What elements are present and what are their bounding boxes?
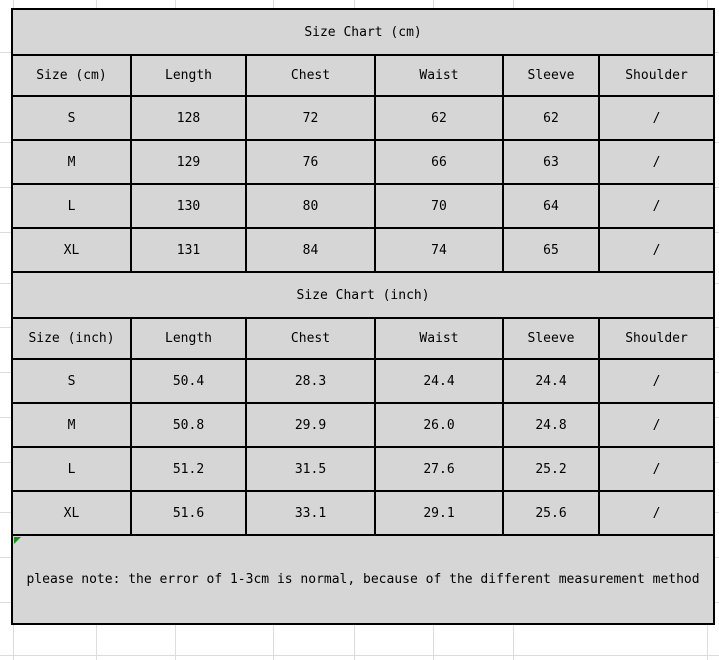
error-indicator-icon (14, 537, 21, 544)
size-label-cell: S (11, 358, 132, 404)
data-cell: 28.3 (245, 358, 376, 404)
column-header: Sleeve (502, 54, 600, 97)
column-header: Size (cm) (11, 54, 132, 97)
data-cell: 25.2 (502, 446, 600, 492)
column-header: Waist (374, 54, 504, 97)
data-cell: 84 (245, 227, 376, 273)
spreadsheet-gridline (0, 655, 719, 656)
data-cell: 129 (130, 139, 247, 185)
data-cell: 130 (130, 183, 247, 229)
data-cell: 24.8 (502, 402, 600, 448)
column-header-row: Size (cm) Length Chest Waist Sleeve Shoulder (11, 54, 716, 97)
size-chart-table: Size Chart (cm) Size (cm) Length Chest Waist… (10, 8, 716, 625)
data-cell: 131 (130, 227, 247, 273)
data-cell: 70 (374, 183, 504, 229)
data-cell: 50.8 (130, 402, 247, 448)
data-cell: 62 (502, 95, 600, 141)
data-cell: / (597, 139, 716, 185)
column-header: Waist (374, 317, 504, 360)
data-cell: / (597, 446, 716, 492)
data-cell: 65 (502, 227, 600, 273)
data-cell: 76 (245, 139, 376, 185)
note-text: please note: the error of 1-3cm is norma… (26, 572, 700, 587)
data-cell: 50.4 (130, 358, 247, 404)
data-cell: 80 (245, 183, 376, 229)
column-header: Length (130, 54, 247, 97)
size-label-cell: S (11, 95, 132, 141)
data-cell: 31.5 (245, 446, 376, 492)
data-cell: 29.9 (245, 402, 376, 448)
data-cell: 29.1 (374, 490, 504, 536)
data-cell: / (597, 227, 716, 273)
note-row: please note: the error of 1-3cm is norma… (10, 534, 716, 625)
size-label-cell: L (11, 183, 132, 229)
table-row: L 51.2 31.5 27.6 25.2/ (11, 446, 716, 492)
data-cell: 24.4 (502, 358, 600, 404)
size-label-cell: M (11, 139, 132, 185)
data-cell: / (597, 402, 716, 448)
note-cell: please note: the error of 1-3cm is norma… (10, 534, 716, 625)
data-cell: 25.6 (502, 490, 600, 536)
data-cell: / (597, 95, 716, 141)
size-label-cell: M (11, 402, 132, 448)
chart-title-row: Size Chart (inch) (10, 271, 716, 319)
table-row: M 50.8 29.9 26.0 24.8/ (11, 402, 716, 448)
data-cell: / (597, 183, 716, 229)
table-row: XL 51.6 33.1 29.1 25.6/ (11, 490, 716, 536)
data-cell: 62 (374, 95, 504, 141)
column-header: Length (130, 317, 247, 360)
table-row: XL 131 84 74 65/ (11, 227, 716, 273)
column-header: Shoulder (597, 54, 716, 97)
column-header: Chest (245, 317, 376, 360)
data-cell: 51.2 (130, 446, 247, 492)
column-header: Size (inch) (11, 317, 132, 360)
data-cell: 64 (502, 183, 600, 229)
data-cell: / (597, 490, 716, 536)
data-cell: 27.6 (374, 446, 504, 492)
column-header: Shoulder (597, 317, 716, 360)
chart-title-row: Size Chart (cm) (10, 8, 716, 56)
size-label-cell: L (11, 446, 132, 492)
table-row: M 129 76 66 63/ (11, 139, 716, 185)
column-header-row: Size (inch) Length Chest Waist Sleeve Shoulde… (11, 317, 716, 360)
data-cell: 51.6 (130, 490, 247, 536)
chart-title: Size Chart (cm) (10, 8, 716, 56)
data-cell: 26.0 (374, 402, 504, 448)
data-cell: 24.4 (374, 358, 504, 404)
table-row: S 50.4 28.3 24.4 24.4/ (11, 358, 716, 404)
data-cell: 33.1 (245, 490, 376, 536)
data-cell: 128 (130, 95, 247, 141)
size-label-cell: XL (11, 490, 132, 536)
data-cell: 74 (374, 227, 504, 273)
chart-title: Size Chart (inch) (10, 271, 716, 319)
data-cell: 66 (374, 139, 504, 185)
data-cell: 72 (245, 95, 376, 141)
data-cell: / (597, 358, 716, 404)
column-header: Chest (245, 54, 376, 97)
data-cell: 63 (502, 139, 600, 185)
table-row: S 128 72 62 62/ (11, 95, 716, 141)
size-label-cell: XL (11, 227, 132, 273)
table-row: L 130 80 70 64/ (11, 183, 716, 229)
column-header: Sleeve (502, 317, 600, 360)
